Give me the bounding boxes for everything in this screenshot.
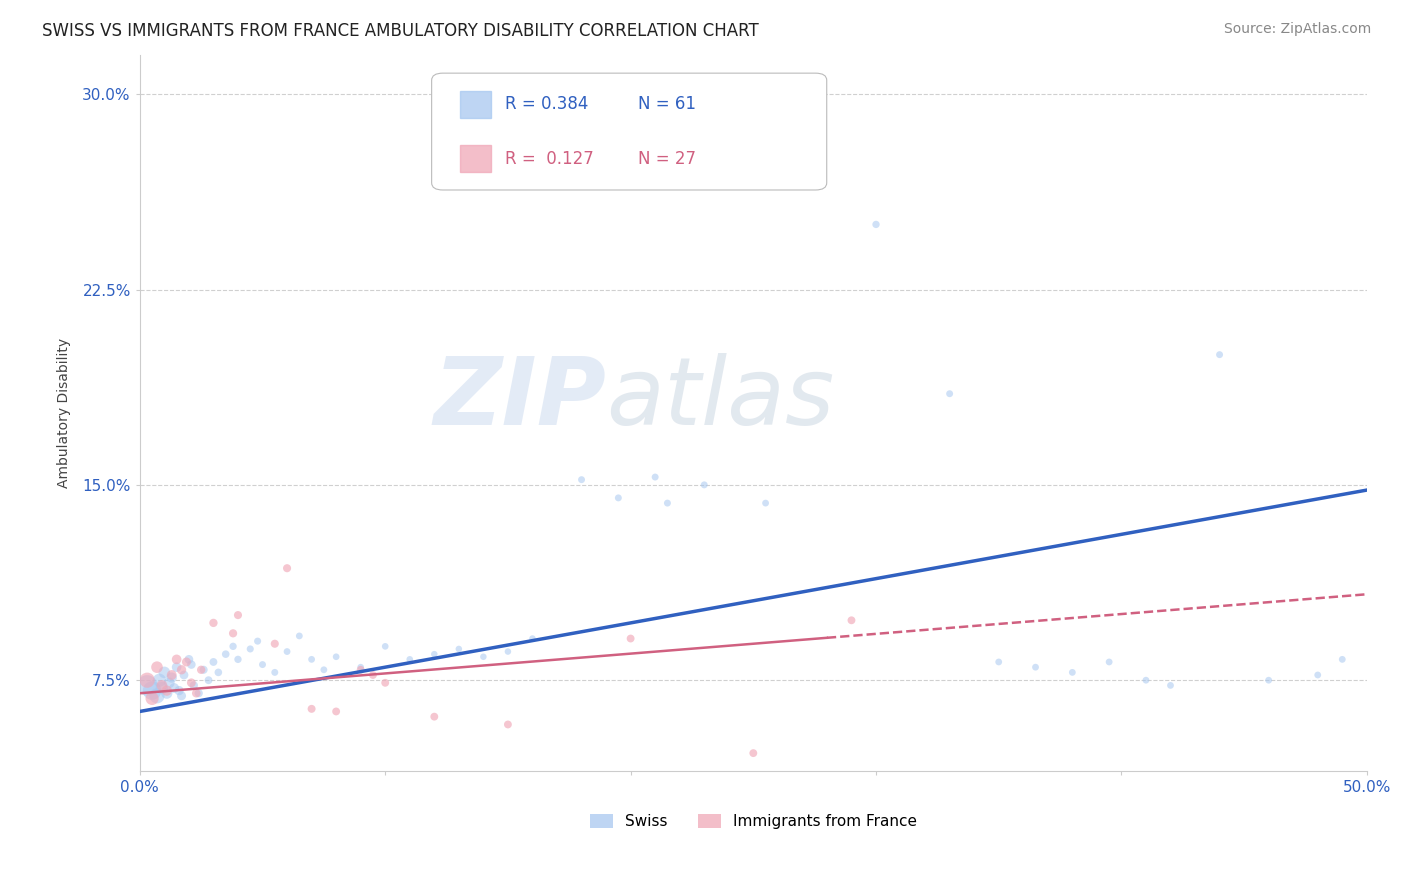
Point xyxy=(197,673,219,688)
Point xyxy=(170,689,193,703)
Point xyxy=(226,652,249,666)
Point xyxy=(246,634,269,648)
Point xyxy=(148,673,170,688)
Point xyxy=(742,746,765,760)
Point xyxy=(1159,678,1181,692)
Point xyxy=(325,649,347,664)
Point xyxy=(170,663,193,677)
Point xyxy=(301,702,323,716)
Point xyxy=(202,655,225,669)
Point xyxy=(167,683,190,698)
Point xyxy=(150,678,173,692)
Point xyxy=(496,717,519,731)
Point xyxy=(222,626,245,640)
Point xyxy=(398,652,420,666)
Point xyxy=(252,657,274,672)
Point xyxy=(374,640,396,654)
Point xyxy=(146,660,169,674)
Point xyxy=(202,615,225,630)
Legend: Swiss, Immigrants from France: Swiss, Immigrants from France xyxy=(583,808,924,835)
Point xyxy=(136,678,159,692)
Point xyxy=(607,491,630,505)
Point xyxy=(176,655,198,669)
Text: atlas: atlas xyxy=(606,353,834,444)
Point xyxy=(153,665,176,680)
Point xyxy=(288,629,311,643)
Point xyxy=(190,663,212,677)
Point xyxy=(841,613,863,627)
Point xyxy=(163,681,186,695)
Point xyxy=(173,668,195,682)
Point xyxy=(166,652,188,666)
Point xyxy=(160,668,183,682)
Point xyxy=(239,642,262,657)
Point xyxy=(301,652,323,666)
Point xyxy=(423,709,446,723)
Point xyxy=(263,637,285,651)
Point xyxy=(1306,668,1329,682)
Point xyxy=(136,673,159,688)
Point xyxy=(374,675,396,690)
Point xyxy=(938,386,960,401)
Point xyxy=(472,649,495,664)
Point xyxy=(496,644,519,658)
Y-axis label: Ambulatory Disability: Ambulatory Disability xyxy=(58,338,72,488)
Point xyxy=(180,675,202,690)
Point xyxy=(207,665,229,680)
Text: R =  0.127: R = 0.127 xyxy=(505,150,593,168)
Point xyxy=(447,642,470,657)
Point xyxy=(987,655,1010,669)
Text: Source: ZipAtlas.com: Source: ZipAtlas.com xyxy=(1223,22,1371,37)
Point xyxy=(156,686,179,700)
Point xyxy=(1025,660,1047,674)
Text: N = 27: N = 27 xyxy=(638,150,696,168)
Point xyxy=(150,681,173,695)
Point xyxy=(1135,673,1157,688)
Point xyxy=(522,632,544,646)
Point xyxy=(146,689,169,703)
Point xyxy=(361,668,384,682)
Point xyxy=(157,675,180,690)
Point xyxy=(187,686,209,700)
Point xyxy=(755,496,778,510)
Point xyxy=(166,660,188,674)
Point xyxy=(183,678,205,692)
Point xyxy=(325,705,347,719)
Text: ZIP: ZIP xyxy=(433,353,606,445)
Point xyxy=(263,665,285,680)
Point xyxy=(350,663,373,677)
Point xyxy=(1208,348,1230,362)
Point xyxy=(350,660,373,674)
Point xyxy=(1331,652,1354,666)
Point xyxy=(1257,673,1279,688)
Point xyxy=(644,470,666,484)
Text: SWISS VS IMMIGRANTS FROM FRANCE AMBULATORY DISABILITY CORRELATION CHART: SWISS VS IMMIGRANTS FROM FRANCE AMBULATO… xyxy=(42,22,759,40)
Point xyxy=(693,478,716,492)
Point xyxy=(1062,665,1084,680)
Point xyxy=(312,663,335,677)
Point xyxy=(865,218,887,232)
Point xyxy=(156,683,179,698)
Point xyxy=(160,671,183,685)
Point xyxy=(766,178,789,193)
Text: R = 0.384: R = 0.384 xyxy=(505,95,588,113)
Point xyxy=(657,496,679,510)
Point xyxy=(1098,655,1121,669)
Point xyxy=(215,647,238,661)
Point xyxy=(620,632,643,646)
Point xyxy=(177,652,200,666)
Point xyxy=(186,686,208,700)
Point xyxy=(226,608,249,623)
Point xyxy=(276,644,298,658)
Point xyxy=(222,640,245,654)
Point xyxy=(180,657,202,672)
Point xyxy=(141,683,163,698)
Point xyxy=(423,647,446,661)
Point xyxy=(571,473,593,487)
Point xyxy=(276,561,298,575)
Text: N = 61: N = 61 xyxy=(638,95,696,113)
Point xyxy=(193,663,215,677)
Point xyxy=(141,691,163,706)
